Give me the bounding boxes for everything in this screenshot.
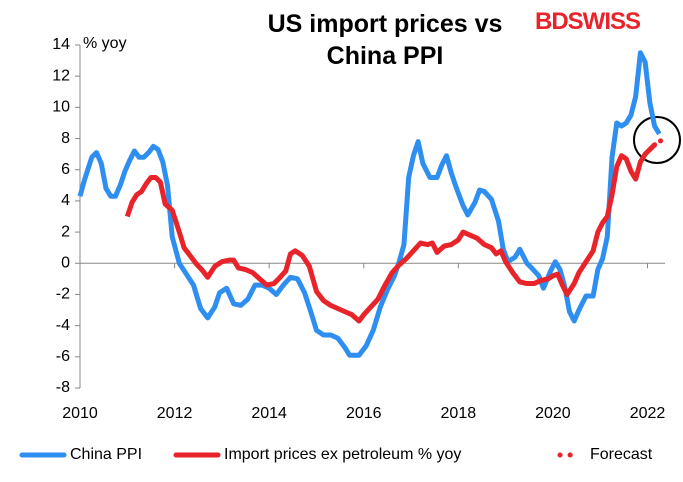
y-tick-label: -8 xyxy=(56,379,70,396)
y-tick-label: -2 xyxy=(56,286,70,303)
y-tick-label: 14 xyxy=(52,36,70,53)
legend-label: China PPI xyxy=(70,446,142,463)
y-tick-label: 10 xyxy=(52,99,70,116)
x-tick-label: 2016 xyxy=(346,405,382,422)
y-tick-label: 6 xyxy=(61,161,70,178)
series-line xyxy=(124,143,657,324)
y-axis-label: % yoy xyxy=(83,35,127,52)
series-line xyxy=(652,137,665,148)
y-tick-label: 12 xyxy=(52,67,70,84)
y-tick-label: 4 xyxy=(61,192,70,209)
legend-label: Forecast xyxy=(590,446,653,463)
x-tick-label: 2010 xyxy=(62,405,98,422)
x-tick-label: 2020 xyxy=(535,405,571,422)
x-tick-label: 2014 xyxy=(251,405,287,422)
y-tick-label: 0 xyxy=(61,254,70,271)
x-tick-label: 2022 xyxy=(630,405,666,422)
chart-title: US import prices vs China PPI xyxy=(267,10,503,70)
legend-label: Import prices ex petroleum % yoy xyxy=(224,446,461,463)
x-tick-label: 2018 xyxy=(441,405,477,422)
x-tick-label: 2012 xyxy=(157,405,193,422)
logo: BDSWISS xyxy=(535,8,641,35)
y-tick-label: -4 xyxy=(56,317,70,334)
y-tick-label: 8 xyxy=(61,130,70,147)
highlight-circle xyxy=(633,116,681,164)
y-tick-label: -6 xyxy=(56,348,70,365)
y-tick-label: 2 xyxy=(61,223,70,240)
series-line xyxy=(77,50,662,358)
